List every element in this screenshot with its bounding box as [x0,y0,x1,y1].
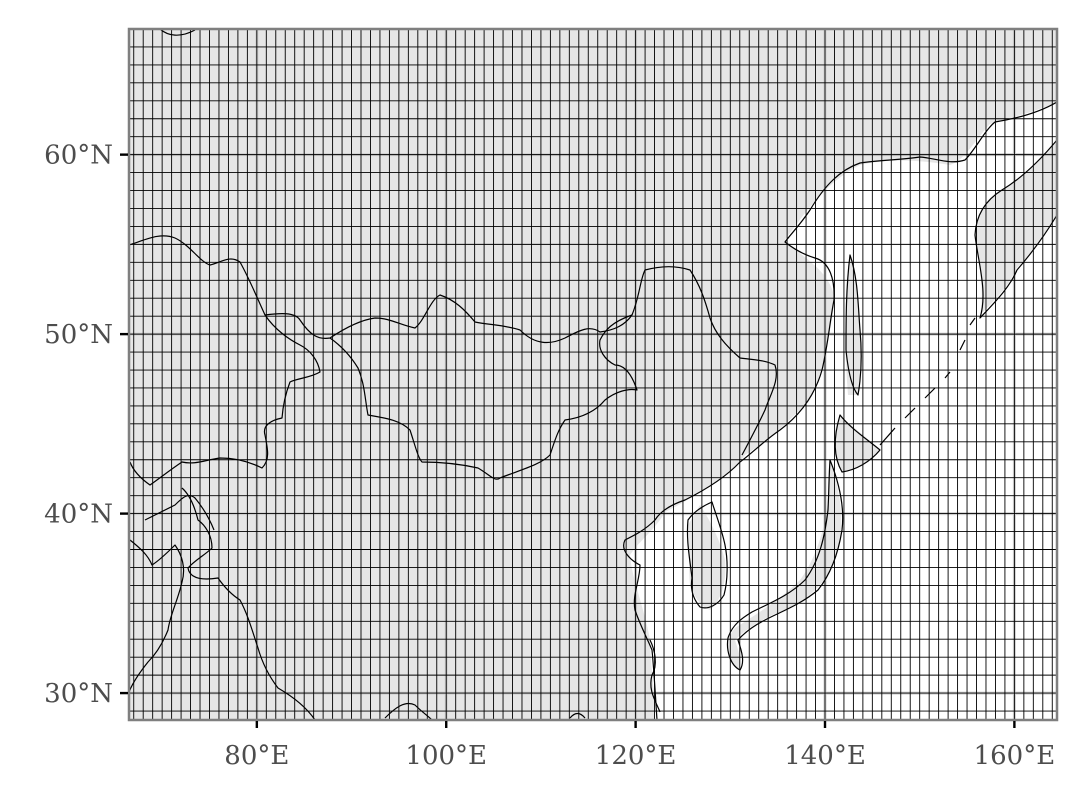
land-japan [727,460,842,670]
x-tick-label: 140°E [784,741,866,771]
coastline-japan [726,459,844,671]
x-tick-label: 100°E [405,741,487,771]
y-tick-label: 30°N [44,679,113,709]
coastlines [129,29,1057,720]
coastline-sakhalin [845,254,862,396]
x-tick-label: 80°E [224,741,289,771]
x-axis: 80°E 100°E 120°E 140°E 160°E [224,721,1055,771]
coastline-kuril [879,317,976,446]
y-tick-label: 60°N [44,141,113,171]
coastline-korea [686,501,728,609]
coastline-bottom-islands [384,702,586,720]
border-russia-south [129,235,777,456]
coastline-mainland [623,101,1057,720]
coastline-taiwan-coast [649,639,661,713]
panel-border [127,27,1059,722]
x-tick-label: 160°E [974,741,1056,771]
border-china-mongolia [329,314,638,480]
border-india [181,487,316,720]
border-pakistan [129,539,185,693]
coastline-hokkaido [834,414,881,473]
border-afghanistan [144,494,215,531]
y-tick-label: 40°N [44,500,113,530]
coastline-kamchatka [974,139,1057,319]
coastline-top-lake [159,29,196,36]
y-axis: 60°N 50°N 40°N 30°N [44,141,128,709]
map-panel [129,29,1057,720]
border-central-asia [129,314,321,486]
land-hokkaido [834,415,880,472]
x-tick-label: 120°E [595,741,677,771]
y-tick-label: 50°N [44,320,113,350]
